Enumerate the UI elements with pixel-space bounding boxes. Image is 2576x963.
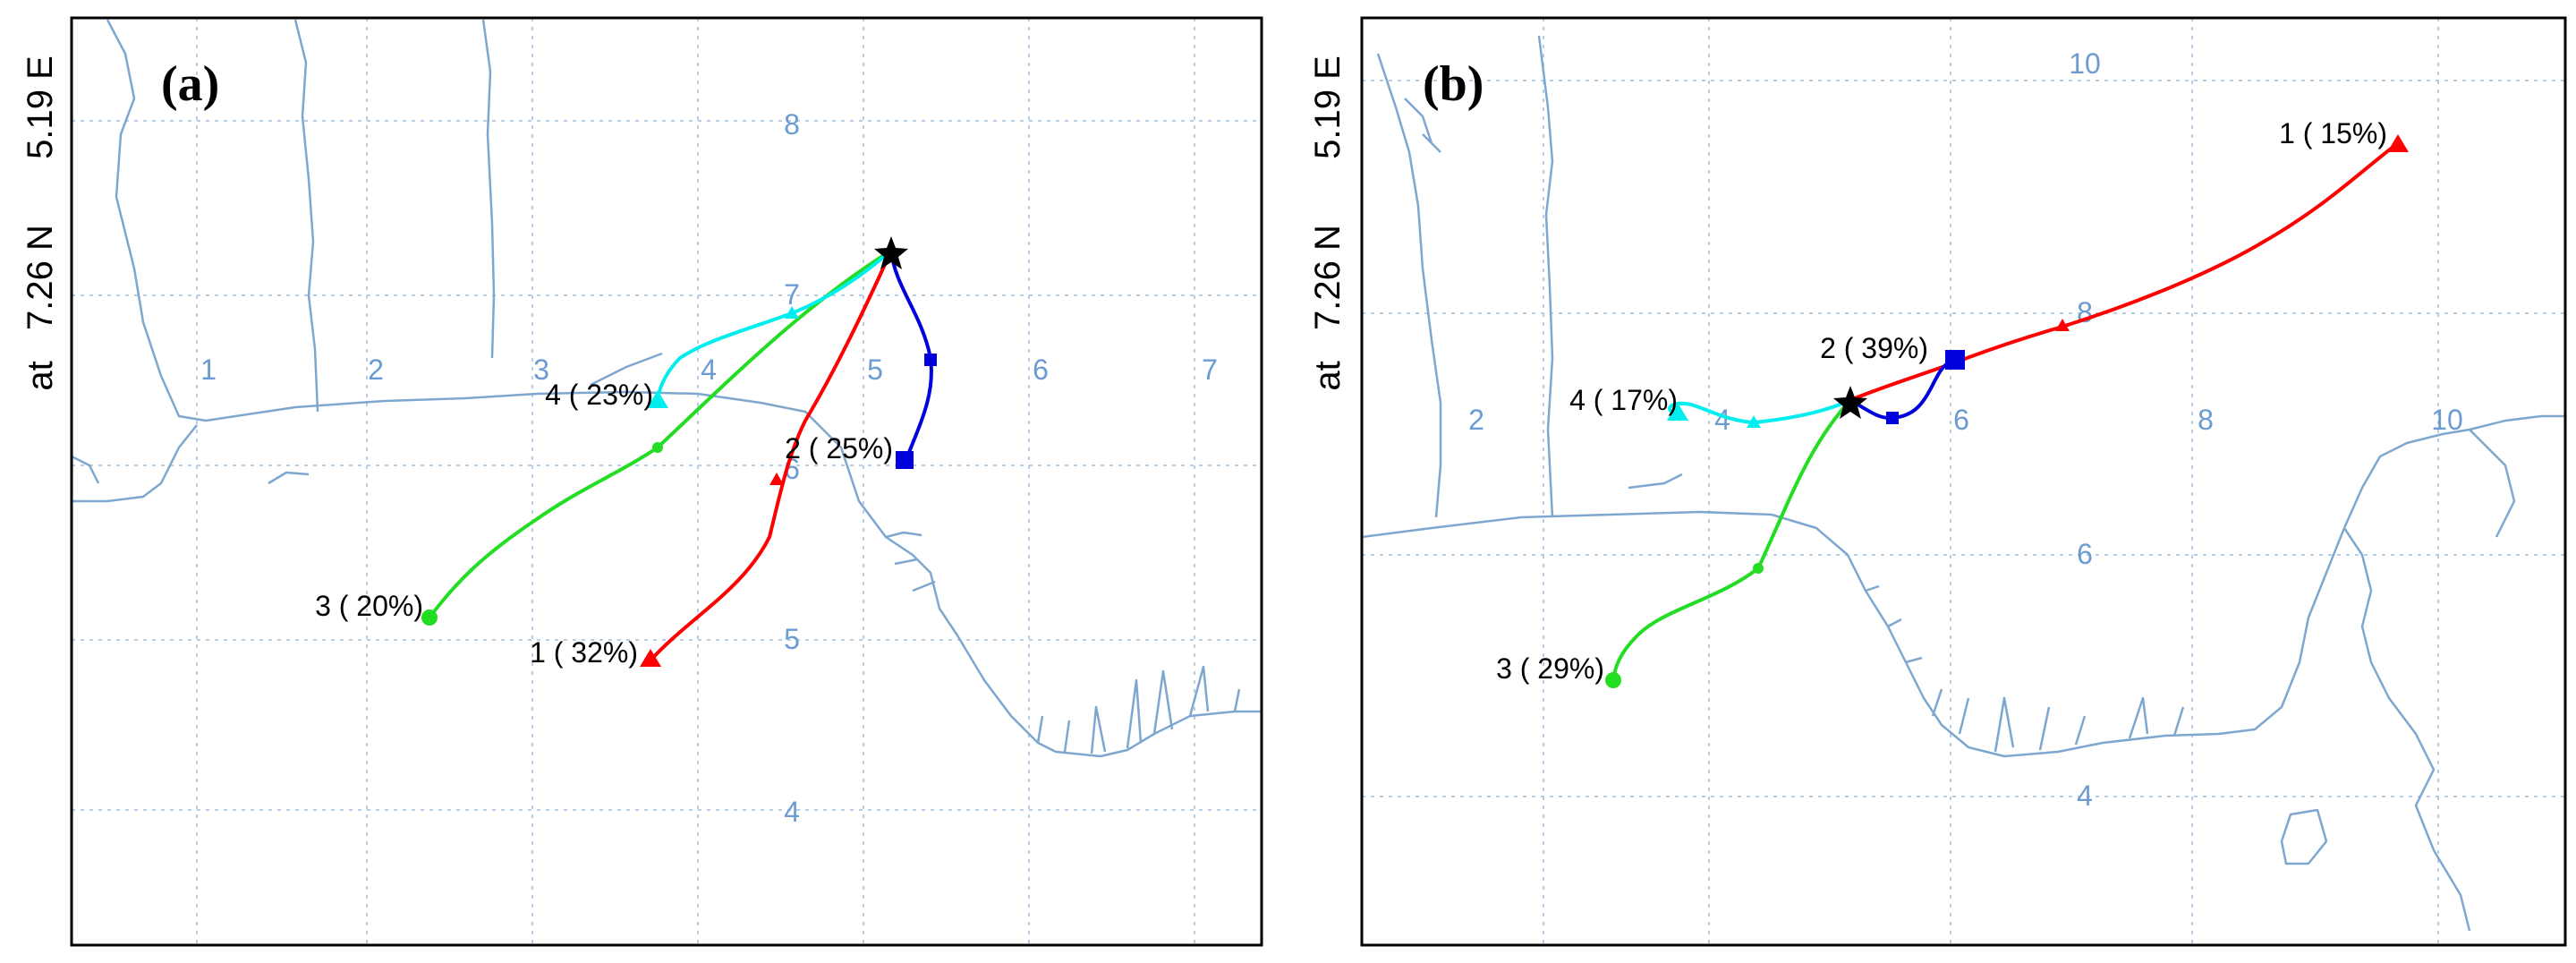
triangle-marker-icon [1747, 415, 1761, 428]
grid-number: 7 [784, 278, 800, 311]
trajectory-3-a-line [428, 249, 893, 619]
square-marker-icon [924, 354, 937, 366]
grid-numbers-b: 2 4 6 8 10 10 8 6 4 [1468, 47, 2463, 812]
trajectory-1-label: 1 ( 15%) [2279, 117, 2387, 149]
y-axis-label-a-line-1: at [21, 361, 60, 390]
y-axis-label-b: at 7.26 N 5.19 E [1308, 55, 1348, 391]
coastline-b [1362, 35, 2565, 932]
triangle-marker-icon [640, 649, 661, 667]
square-marker-icon [1945, 350, 1965, 370]
grid-number: 5 [784, 623, 800, 655]
trajectory-1-b [1849, 134, 2409, 402]
circle-marker-icon [421, 609, 438, 626]
trajectory-1-label: 1 ( 32%) [530, 636, 638, 669]
trajectory-4-b [1667, 398, 1852, 428]
y-axis-label-b-line-1: at [1308, 361, 1348, 390]
grid-numbers-a: 1 2 3 4 5 6 7 8 7 6 5 4 [200, 108, 1218, 828]
panel-a: 1 2 3 4 5 6 7 8 7 6 5 4 [70, 16, 1263, 947]
trajectory-2-label: 2 ( 25%) [785, 432, 893, 464]
grid-number: 4 [2077, 780, 2093, 812]
trajectory-4-label: 4 ( 23%) [545, 379, 653, 411]
trajectory-4-a-line [656, 249, 893, 400]
grid-number: 8 [2198, 404, 2214, 436]
trajectory-3-label: 3 ( 20%) [315, 590, 423, 622]
trajectory-2-b-line [1849, 358, 1957, 421]
circle-marker-icon [1753, 563, 1764, 574]
grid-number: 7 [1202, 354, 1218, 386]
triangle-marker-icon [785, 306, 799, 319]
grid-number: 8 [784, 108, 800, 141]
panel-a-label: (a) [161, 56, 219, 112]
circle-marker-icon [652, 442, 663, 453]
grid-number: 6 [1033, 354, 1049, 386]
triangle-marker-icon [647, 390, 668, 408]
star-icon [874, 236, 908, 269]
trajectory-2-label: 2 ( 39%) [1820, 332, 1928, 364]
trajectory-3-a [421, 249, 893, 626]
graticule-b [1362, 18, 2565, 945]
triangle-marker-icon [2387, 134, 2409, 152]
y-axis-label-a: at 7.26 N 5.19 E [21, 55, 60, 391]
square-marker-icon [896, 451, 914, 469]
coastline-a [72, 19, 1262, 758]
trajectory-4-b-line [1668, 398, 1852, 424]
y-axis-label-b-line-3: 5.19 E [1308, 55, 1348, 159]
grid-number: 4 [701, 354, 717, 386]
trajectory-2-a [889, 249, 937, 469]
grid-number: 2 [1468, 404, 1484, 436]
circle-marker-icon [1605, 672, 1621, 688]
grid-number: 6 [2077, 538, 2093, 570]
y-axis-label-a-line-2: 7.26 N [21, 225, 60, 330]
grid-number: 3 [533, 354, 549, 386]
panel-a-frame [70, 16, 1263, 947]
trajectory-4-a [647, 249, 893, 408]
panel-b: 2 4 6 8 10 10 8 6 4 [1360, 16, 2567, 947]
graticule-a [72, 18, 1262, 945]
grid-number: 2 [368, 354, 384, 386]
star-icon [1833, 386, 1867, 419]
grid-number: 10 [2431, 404, 2463, 436]
trajectory-2-b [1849, 350, 1965, 424]
triangle-marker-icon [2055, 319, 2070, 331]
y-axis-label-a-line-3: 5.19 E [21, 55, 60, 159]
panel-b-frame [1360, 16, 2567, 947]
grid-number: 6 [1953, 404, 1969, 436]
trajectory-1-b-line [1849, 141, 2400, 402]
grid-number: 1 [200, 354, 217, 386]
panel-b-label: (b) [1423, 56, 1484, 112]
square-marker-icon [1886, 412, 1899, 424]
grid-number: 8 [2077, 296, 2093, 328]
grid-number: 4 [784, 796, 800, 828]
grid-number: 10 [2069, 47, 2101, 80]
triangle-marker-icon [769, 473, 784, 485]
grid-number: 5 [867, 354, 883, 386]
y-axis-label-b-line-2: 7.26 N [1308, 225, 1348, 330]
trajectory-4-label: 4 ( 17%) [1569, 384, 1678, 416]
trajectory-3-label: 3 ( 29%) [1496, 652, 1604, 685]
triangle-marker-icon [1667, 403, 1688, 421]
trajectory-3-b-line [1611, 398, 1852, 682]
trajectory-3-b [1605, 398, 1852, 688]
grid-number: 4 [1714, 404, 1730, 436]
trajectory-1-a [640, 249, 893, 667]
trajectory-1-a-line [647, 249, 893, 664]
